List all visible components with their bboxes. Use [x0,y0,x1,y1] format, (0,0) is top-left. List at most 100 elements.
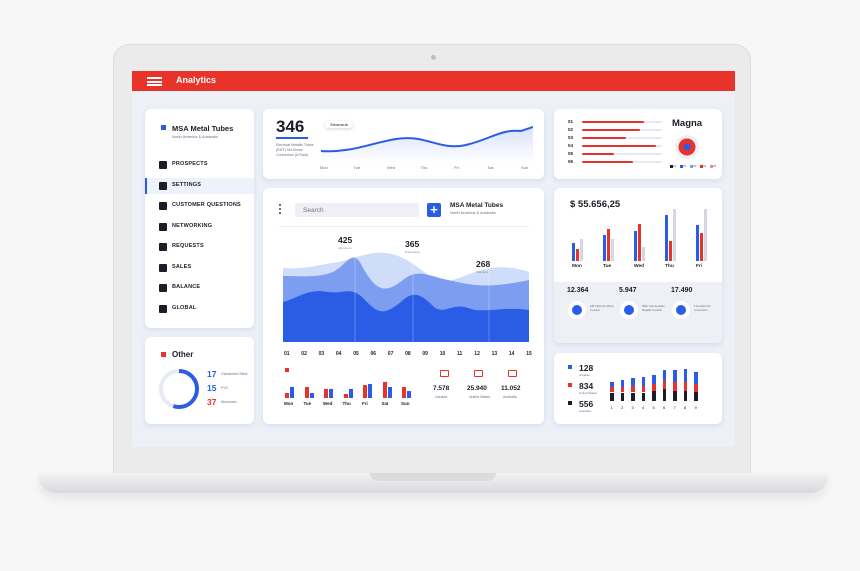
device-value: 25.940 [467,385,487,392]
stacked-bar-segment [662,389,666,401]
top-bar: Analytics [132,71,735,91]
revenue-bar [673,209,676,261]
stacked-tick-label: 5 [652,405,655,410]
sidebar-item-label: BALANCE [172,284,201,290]
day-bar-blue [387,387,392,398]
sidebar-item-sales[interactable]: SALES [145,260,254,276]
revenue-bar [634,231,637,261]
stacked-legend-swatch [568,365,572,369]
day-bar-label: Sun [401,401,410,406]
stacked-bar-segment [673,382,677,391]
magna-row-label: 04 [568,143,574,148]
magna-legend-label: 03 [693,164,697,168]
x-tick-label: 01 [284,351,290,357]
stacked-bar-segment [641,377,645,386]
share-icon [159,222,167,231]
magna-row-label: 02 [568,127,574,132]
day-bar-blue [348,389,353,398]
x-tick-label: 06 [370,351,377,357]
sidebar-item-customer-questions[interactable]: CUSTOMER QUESTIONS [145,198,254,214]
laptop-base [38,473,828,493]
sidebar-item-label: PROSPECTS [172,161,208,167]
app-title: Analytics [176,75,217,85]
sidebar-item-label: CUSTOMER QUESTIONS [172,202,241,208]
stacked-legend-label: Canada [579,373,590,377]
magna-row-label: 01 [568,119,574,124]
other-stat-value: 17 [207,369,217,379]
callout-label: Galvanized [405,250,421,254]
x-tick-label: 15 [526,351,532,357]
add-button[interactable]: + [427,203,441,217]
stacked-bar-segment [652,384,656,391]
revenue-bar [642,247,645,261]
tablet-icon [474,370,483,377]
sidebar-item-settings[interactable]: SETTINGS [145,177,254,194]
stacked-bar-segment [683,382,687,391]
stacked-bar-segment [631,385,635,393]
laptop-notch [370,473,496,481]
main-chart-card: + MSA Metal Tubes North America & Austra… [263,188,544,424]
search-input[interactable] [295,203,419,217]
magna-bar [582,128,640,131]
wave-day-label: Sat [487,165,494,170]
magna-legend-label: 01 [673,164,677,168]
stacked-bar-segment [610,392,614,401]
sidebar-item-label: GLOBAL [172,304,197,311]
revenue-bar [669,241,672,261]
revenue-bar [580,239,583,261]
wave-day-label: Mon [320,165,328,170]
other-stat-value: 15 [207,383,217,393]
stacked-bar-segment [631,392,635,401]
day-bar-label: Fri [362,401,368,406]
revenue-stat-dot-inner [572,305,582,315]
sidebar-item-networking[interactable]: NETWORKING [145,219,254,235]
info-icon [159,202,167,210]
revenue-bar [607,229,610,261]
hamburger-menu-icon[interactable] [147,77,162,86]
magna-title: Magna [672,118,703,129]
stacked-bar-segment [652,374,656,384]
kebab-menu-icon[interactable] [279,203,281,214]
magna-row-label: 05 [568,151,574,156]
stacked-bar-segment [641,385,645,393]
revenue-bar [696,225,699,261]
company-marker [161,125,166,130]
callout-label: Aluminum [338,246,352,250]
x-tick-label: 08 [405,351,411,357]
stacked-legend-label: United States [579,391,598,395]
callout-label: Stainless [476,270,489,274]
revenue-bar [603,235,606,261]
sidebar-item-requests[interactable]: REQUESTS [145,239,254,255]
day-bar-blue [407,390,411,398]
globe-icon [159,304,167,313]
revenue-day-label: Mon [572,264,582,269]
day-bar-label: Thu [342,401,351,406]
revenue-bar [576,249,579,261]
x-tick-label: 11 [457,351,463,357]
stacked-bar-segment [631,378,635,386]
x-tick-label: 10 [439,351,446,357]
sidebar-item-global[interactable]: GLOBAL [145,301,254,317]
stacked-bar-segment [673,390,677,401]
wave-day-label: Sun [521,165,529,170]
other-stat-value: 37 [207,397,217,407]
stacked-bar-segment [683,390,687,401]
magna-legend-swatch [710,165,713,168]
revenue-stat-value: 17.490 [671,287,693,294]
stacked-bar-segment [610,387,614,393]
magna-track [582,152,662,155]
x-tick-label: 03 [318,351,325,357]
magna-legend-swatch [690,165,693,168]
stacked-tick-label: 4 [642,405,645,410]
stacked-bar-segment [652,390,656,401]
stacked-bar-segment [694,384,698,392]
sidebar-item-balance[interactable]: BALANCE [145,280,254,296]
sidebar-item-label: SETTINGS [172,181,202,188]
device-label: Australia [503,395,517,399]
revenue-stat-dot-inner [624,305,634,315]
sidebar-item-prospects[interactable]: PROSPECTS [145,157,254,173]
revenue-amount: $ 55.656,25 [570,199,621,210]
day-bar-label: Sat [381,401,389,406]
screen: Analytics MSA Metal Tubes North America … [132,71,735,447]
